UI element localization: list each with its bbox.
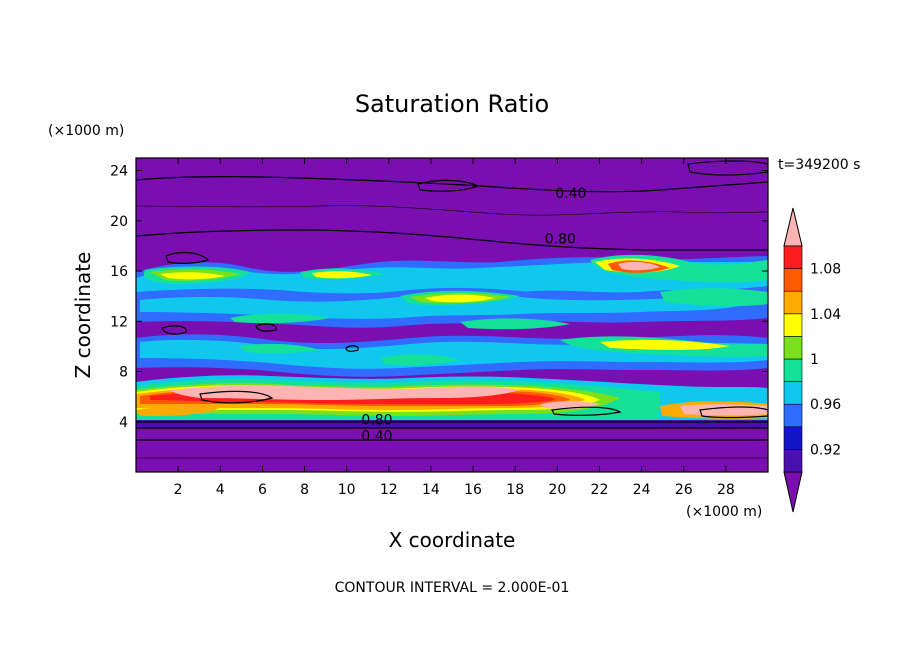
contour-label-layer: 0.400.800.800.40: [361, 186, 586, 445]
colorbar-swatch: [783, 426, 803, 450]
contour-interval-label: CONTOUR INTERVAL = 2.000E-01: [335, 580, 570, 596]
colorbar-label: 0.96: [810, 397, 841, 413]
contour-label: 0.80: [545, 231, 576, 247]
x-tick-label: 20: [548, 482, 566, 498]
colorbar-label: 1: [810, 352, 819, 368]
chart-title: Saturation Ratio: [355, 90, 549, 118]
colorbar: 1.08 1.04 1 0.96 0.92: [783, 207, 841, 513]
colorbar-extend-bottom: [783, 471, 803, 513]
x-tick-label: 16: [464, 482, 482, 498]
x-tick-label: 24: [633, 482, 651, 498]
colorbar-swatch: [783, 336, 803, 360]
y-axis-label: Z coordinate: [71, 252, 95, 379]
x-tick-label: 18: [506, 482, 524, 498]
colorbar-extend-top: [783, 207, 803, 247]
upper-cloud-layer: [136, 254, 768, 303]
y-unit-label: (×1000 m): [48, 123, 124, 139]
x-tick-label: 14: [422, 482, 440, 498]
y-axis-ticks: 4 8 12 16 20 24: [110, 164, 768, 431]
colorbar-label: 1.08: [810, 262, 841, 278]
colorbar-swatch: [783, 381, 803, 405]
colorbar-swatch: [783, 268, 803, 292]
x-tick-label: 2: [174, 482, 183, 498]
contour-label: 0.80: [361, 412, 392, 428]
colorbar-swatch: [783, 290, 803, 315]
y-tick-label: 12: [110, 314, 128, 330]
plot-frame: [135, 157, 769, 473]
colorbar-swatch: [783, 403, 803, 428]
y-tick-label: 16: [110, 264, 128, 280]
colorbar-label: 0.92: [810, 442, 841, 458]
colorbar-swatch: [783, 313, 803, 337]
colorbar-swatch: [783, 358, 803, 382]
contour-label: 0.40: [555, 186, 586, 202]
mid-upper-cloud-layer: [136, 287, 768, 330]
mid-cloud-layer: [136, 334, 768, 377]
contour-label: 0.40: [361, 429, 392, 445]
x-unit-label: (×1000 m): [686, 504, 762, 520]
x-tick-label: 4: [216, 482, 225, 498]
colorbar-label: 1.04: [810, 307, 841, 323]
colorbar-swatch: [783, 245, 803, 269]
x-tick-label: 6: [258, 482, 267, 498]
x-tick-label: 12: [380, 482, 398, 498]
lower-cloud-layer: [136, 375, 768, 428]
plot-area: 0.400.800.800.40: [136, 158, 768, 472]
y-tick-label: 4: [119, 415, 128, 431]
x-tick-label: 22: [591, 482, 609, 498]
colorbar-swatch: [783, 449, 803, 473]
contour-lines: [136, 160, 768, 459]
y-tick-label: 24: [110, 164, 128, 180]
y-tick-label: 20: [110, 214, 128, 230]
x-axis-ticks: 2 4 6 8 10 12 14 16 18 20 22 24 26 28: [174, 158, 735, 498]
time-label: t=349200 s: [778, 157, 860, 173]
x-tick-label: 8: [300, 482, 309, 498]
y-tick-label: 8: [119, 365, 128, 381]
x-axis-label: X coordinate: [389, 528, 516, 552]
x-tick-label: 26: [675, 482, 693, 498]
x-tick-label: 28: [717, 482, 735, 498]
x-tick-label: 10: [338, 482, 356, 498]
